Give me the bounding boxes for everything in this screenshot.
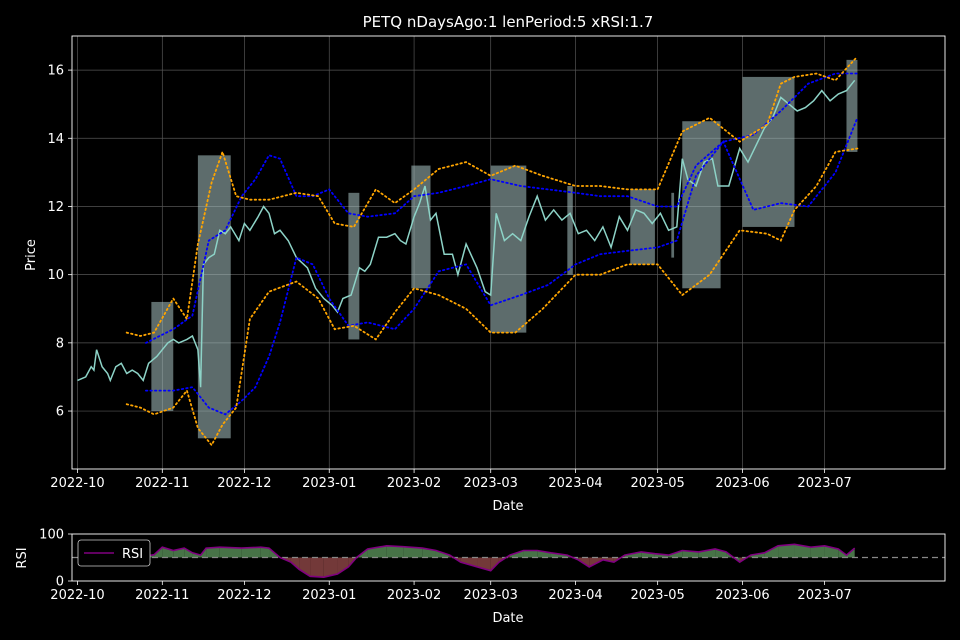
price-y-tick-label: 10 (47, 268, 64, 283)
rsi-legend: RSI (77, 539, 151, 567)
band-series-line (125, 147, 859, 447)
price-y-tick-label: 12 (47, 200, 64, 215)
price-x-tick-label: 2023-02 (387, 476, 441, 491)
rsi-x-axis-label: Date (492, 611, 523, 626)
rsi-fill-segment (794, 544, 811, 558)
rsi-fill-segment (460, 557, 478, 567)
price-y-axis-label: Price (24, 239, 39, 271)
rsi-x-tick-label: 2023-01 (302, 588, 356, 603)
price-x-tick-label: 2023-04 (548, 476, 602, 491)
rsi-fill-segment (323, 557, 338, 578)
rsi-x-tick-label: 2023-05 (630, 588, 684, 603)
rsi-fill-segment (260, 547, 270, 558)
price-shaded-region (630, 189, 655, 265)
rsi-fill-segment (403, 546, 423, 558)
rsi-fill-segment (299, 557, 311, 577)
price-y-tick-label: 14 (47, 132, 64, 147)
price-plot-area: 2022-10 2022-11 2022-12 2023-01 2023-02 2023-… (47, 35, 946, 491)
rsi-plot-area: 2022-10 2022-11 2022-12 2023-01 2023-02 2023-… (39, 528, 946, 603)
band-series-line (125, 55, 859, 337)
price-shaded-region (490, 165, 527, 333)
price-shaded-region (671, 192, 675, 258)
rsi-fill-segment (698, 549, 716, 558)
price-x-tick-label: 2023-06 (715, 476, 769, 491)
rsi-fill-segment (523, 550, 538, 558)
price-shaded-region (846, 59, 858, 152)
price-x-tick-label: 2023-03 (464, 476, 518, 491)
price-y-tick-label: 8 (56, 336, 64, 351)
price-shaded-region (348, 192, 360, 340)
price-x-tick-label: 2022-12 (217, 476, 271, 491)
rsi-x-tick-label: 2023-02 (387, 588, 441, 603)
rsi-fill-segment (490, 557, 499, 571)
rsi-y-axis-label: RSI (15, 547, 30, 568)
rsi-fill-segment (778, 544, 795, 558)
rsi-fill-segment (764, 545, 779, 558)
price-shaded-region (567, 186, 573, 275)
price-shaded-region (682, 121, 721, 289)
price-x-axis-label: Date (492, 499, 523, 514)
rsi-x-tick-label: 2023-04 (548, 588, 602, 603)
rsi-x-tick-label: 2023-03 (464, 588, 518, 603)
rsi-frame (71, 533, 946, 582)
rsi-y-tick-label: 100 (39, 528, 64, 543)
rsi-fill-segment (206, 547, 220, 558)
rsi-fill-segment (810, 545, 825, 558)
rsi-fill-segment (386, 545, 404, 558)
rsi-fill-segment (337, 557, 349, 574)
rsi-fill-segment (184, 548, 193, 558)
band-series-line (145, 116, 859, 416)
rsi-x-tick-label: 2022-12 (217, 588, 271, 603)
price-x-tick-label: 2023-07 (797, 476, 851, 491)
rsi-legend-label: RSI (122, 547, 143, 562)
rsi-series-line (126, 543, 856, 579)
rsi-x-tick-label: 2022-10 (50, 588, 104, 603)
price-x-tick-label: 2023-05 (630, 476, 684, 491)
rsi-x-tick-label: 2023-07 (797, 588, 851, 603)
rsi-fill-segment (310, 557, 324, 578)
price-x-tick-label: 2022-10 (50, 476, 104, 491)
rsi-x-tick-label: 2022-11 (135, 588, 189, 603)
price-frame (71, 35, 946, 470)
price-y-tick-label: 6 (56, 405, 64, 420)
price-x-tick-label: 2023-01 (302, 476, 356, 491)
price-chart-title: PETQ nDaysAgo:1 lenPeriod:5 xRSI:1.7 (363, 13, 654, 31)
rsi-y-tick-label: 0 (56, 575, 64, 590)
band-series-line (145, 72, 859, 344)
price-series-line (77, 79, 856, 388)
rsi-fill-segment (290, 557, 300, 570)
rsi-fill-segment (715, 549, 727, 558)
rsi-fill-segment (219, 547, 242, 558)
price-y-tick-label: 16 (47, 64, 64, 79)
price-x-tick-label: 2022-11 (135, 476, 189, 491)
rsi-x-tick-label: 2023-06 (715, 588, 769, 603)
rsi-fill-segment (241, 547, 261, 558)
